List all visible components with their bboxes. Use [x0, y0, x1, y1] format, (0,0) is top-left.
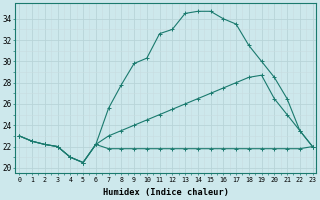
X-axis label: Humidex (Indice chaleur): Humidex (Indice chaleur) — [103, 188, 229, 197]
